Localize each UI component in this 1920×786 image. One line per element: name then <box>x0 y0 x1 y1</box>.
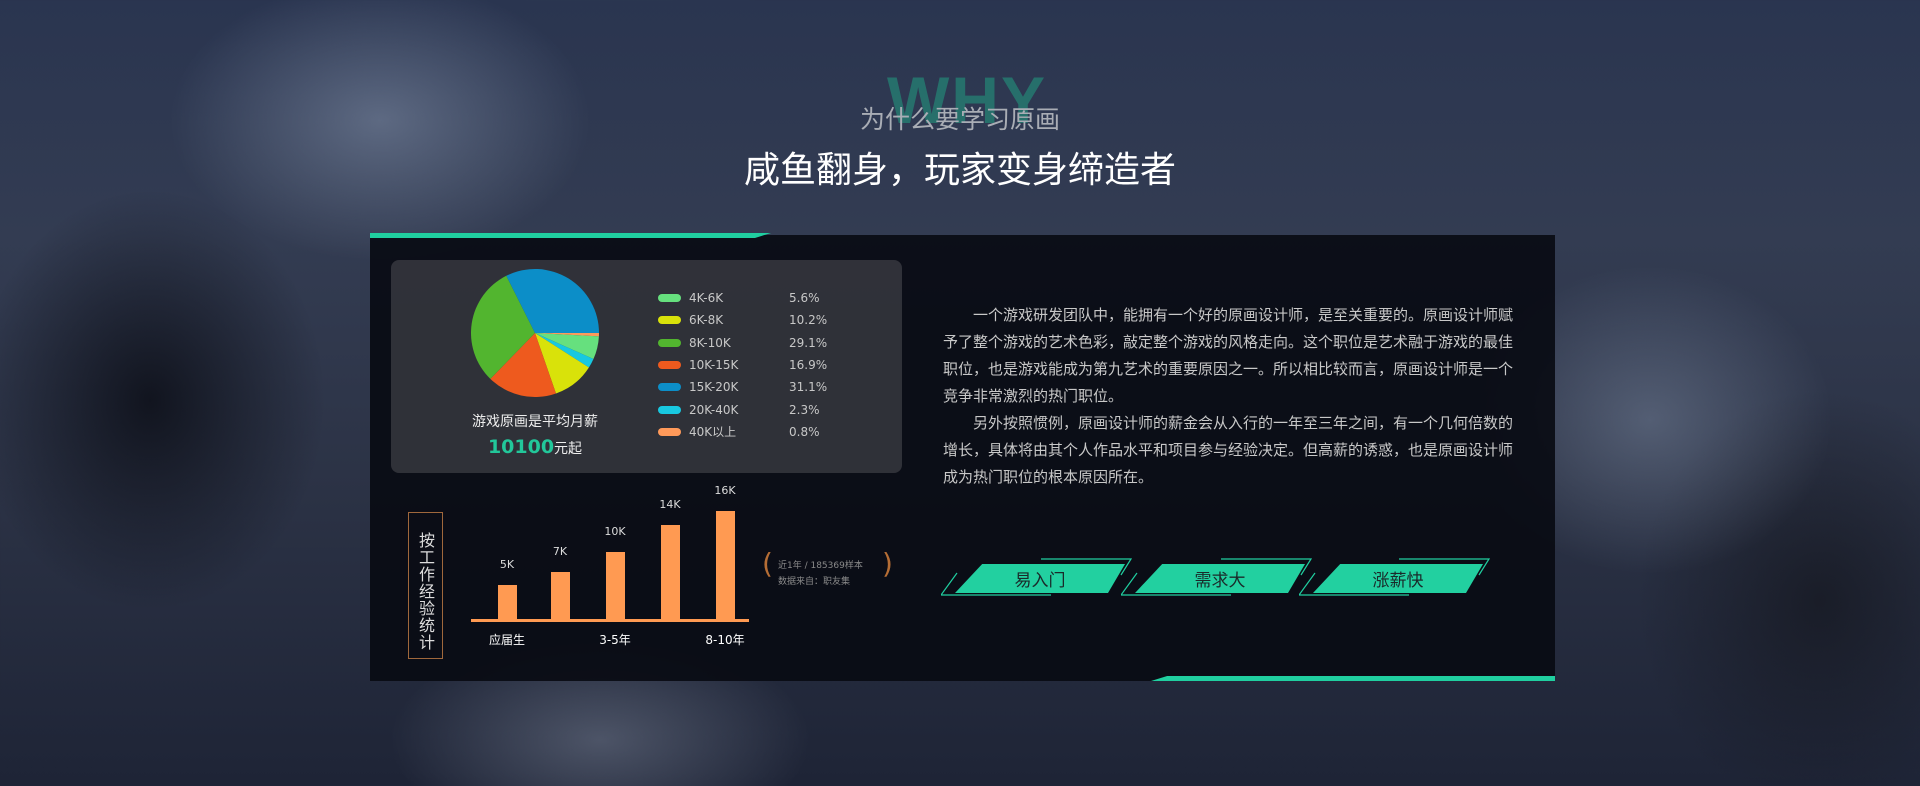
button-label: 需求大 <box>1135 564 1305 593</box>
left-paren-icon: ( <box>762 547 773 580</box>
pie-slice-6K-8K <box>535 333 589 394</box>
x-tick-label: 应届生 <box>488 633 525 647</box>
bar-value-label: 16K <box>714 484 736 497</box>
button-outline <box>941 558 1133 596</box>
pie-slice-15K-20K <box>506 269 599 333</box>
bar-7K <box>550 571 570 619</box>
source-note: 数据来自：职友集 <box>778 577 851 587</box>
legend-item: 40K以上 0.8% <box>658 424 820 440</box>
pie-slice-10K-15K <box>490 333 556 397</box>
button-outline <box>1299 558 1491 596</box>
pie-slice-20K-40K <box>535 333 594 368</box>
average-salary: 10100元起 <box>440 436 630 458</box>
bar-value-label: 7K <box>552 544 568 558</box>
legend-percent: 16.9% <box>789 357 828 372</box>
legend-item: 15K-20K 31.1% <box>658 379 827 395</box>
experience-chart-title: 按工作经验统计 <box>408 512 443 659</box>
legend-label: 8K-10K <box>689 335 731 350</box>
bar-chart-axis <box>471 619 749 622</box>
article-paragraph: 另外按照惯例，原画设计师的薪金会从入行的一年至三年之间，有一个几何倍数的增长，具… <box>943 414 1514 486</box>
article-paragraph: 一个游戏研发团队中，能拥有一个好的原画设计师，是至关重要的。原画设计师赋予了整个… <box>943 306 1514 405</box>
legend-item: 4K-6K 5.6% <box>658 290 820 306</box>
legend-swatch <box>658 427 681 436</box>
legend-swatch <box>658 360 681 369</box>
bar-5K <box>497 585 517 619</box>
data-source-note: ( 近1年 / 185369样本 数据来自：职友集 ) <box>762 547 893 587</box>
legend-swatch <box>658 405 681 414</box>
legend-label: 10K-15K <box>689 357 739 372</box>
x-tick-label: 8-10年 <box>705 633 745 647</box>
legend-swatch <box>658 383 681 392</box>
pie-slice-4K-6K <box>535 333 599 360</box>
pie-title: 游戏原画是平均月薪 <box>472 414 598 430</box>
legend-percent: 0.8% <box>789 424 820 439</box>
legend-percent: 5.6% <box>789 291 820 305</box>
button-label: 涨薪快 <box>1313 564 1483 593</box>
bar-14K <box>660 524 680 619</box>
legend-percent: 31.1% <box>789 380 828 395</box>
bar-value-label: 5K <box>499 558 515 572</box>
legend-label: 40K以上 <box>689 425 737 440</box>
legend-item: 6K-8K 10.2% <box>658 312 827 328</box>
x-tick-label: 3-5年 <box>599 633 631 647</box>
legend-swatch <box>658 316 681 325</box>
why-watermark: WHY <box>887 63 1047 137</box>
legend-item: 20K-40K 2.3% <box>658 402 820 418</box>
legend-percent: 29.1% <box>789 335 828 350</box>
legend-label: 6K-8K <box>689 313 724 328</box>
sample-note: 近1年 / 185369样本 <box>778 561 863 571</box>
right-paren-icon: ) <box>882 547 893 580</box>
salary-card <box>391 260 902 473</box>
section-subtitle: 为什么要学习原画 <box>859 105 1060 134</box>
button-label: 易入门 <box>955 564 1125 593</box>
bar-10K <box>605 551 625 619</box>
accent-bar-bottom <box>1151 676 1555 681</box>
bar-value-label: 14K <box>659 497 681 511</box>
average-salary-suffix: 元起 <box>554 441 583 457</box>
average-salary-value: 10100 <box>487 436 555 458</box>
legend-label: 15K-20K <box>689 380 739 395</box>
legend-percent: 10.2% <box>789 313 828 328</box>
pie-slice-40K以上 <box>535 333 599 337</box>
accent-bar-top <box>370 233 771 238</box>
section-title: 咸鱼翻身，玩家变身缔造者 <box>743 150 1176 191</box>
legend-item: 8K-10K 29.1% <box>658 335 827 351</box>
legend-percent: 2.3% <box>789 402 820 417</box>
legend-swatch <box>658 294 681 302</box>
article-text: 一个游戏研发团队中，能拥有一个好的原画设计师，是至关重要的。原画设计师赋予了整个… <box>943 302 1523 491</box>
button-outline <box>1121 558 1313 596</box>
pie-slice-8K-10K <box>471 275 535 379</box>
legend-label: 20K-40K <box>689 402 739 417</box>
salary-pie-chart <box>471 269 599 397</box>
legend-item: 10K-15K 16.9% <box>658 357 827 373</box>
bar-16K <box>715 511 735 619</box>
legend-swatch <box>658 338 681 347</box>
legend-label: 4K-6K <box>689 291 724 305</box>
bar-value-label: 10K <box>604 524 626 538</box>
